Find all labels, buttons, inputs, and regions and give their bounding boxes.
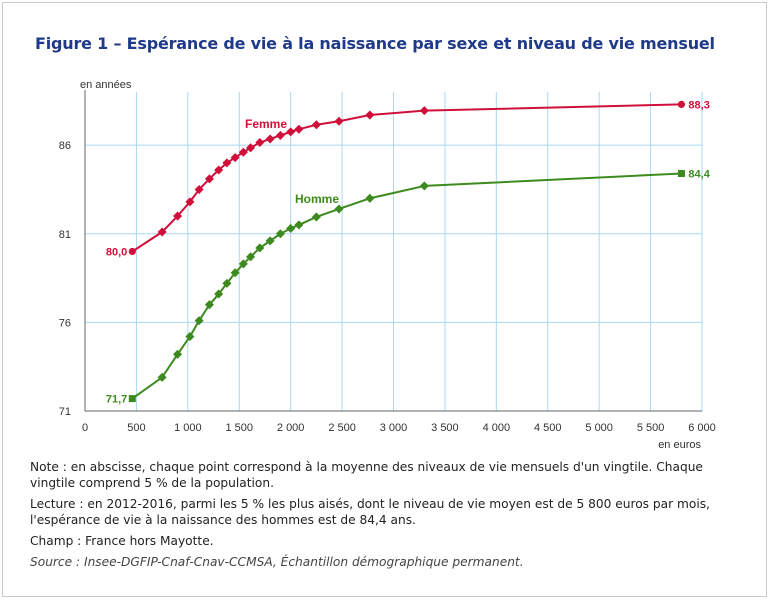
x-tick-label: 2 500: [328, 422, 356, 434]
data-point-homme: [334, 204, 344, 214]
data-point-femme: [238, 147, 248, 157]
x-tick-label: 5 000: [585, 422, 613, 434]
series-name-label: Femme: [245, 117, 287, 131]
data-point-homme: [294, 220, 304, 230]
data-point-femme: [311, 120, 321, 130]
data-point-homme: [677, 170, 685, 178]
x-tick-label: 3 500: [431, 422, 459, 434]
x-tick-label: 3 000: [380, 422, 408, 434]
data-point-homme: [222, 278, 232, 288]
x-tick-label: 1 500: [225, 422, 253, 434]
x-tick-label: 500: [127, 422, 145, 434]
data-point-homme: [311, 212, 321, 222]
data-point-femme: [419, 106, 429, 116]
lecture-text: Lecture : en 2012-2016, parmi les 5 % le…: [30, 497, 710, 527]
data-point-femme: [246, 143, 256, 153]
x-tick-label: 4 000: [483, 422, 511, 434]
data-point-femme: [157, 227, 167, 237]
series-name-label: Homme: [295, 192, 339, 206]
data-point-homme: [204, 300, 214, 310]
data-point-homme: [173, 349, 183, 359]
x-tick-label: 4 500: [534, 422, 562, 434]
y-tick-label: 81: [59, 229, 71, 241]
data-point-femme: [173, 211, 183, 221]
data-point-homme: [157, 372, 167, 382]
x-tick-label: 5 500: [637, 422, 665, 434]
data-point-femme: [128, 247, 136, 256]
data-point-femme: [204, 174, 214, 184]
champ-text: Champ : France hors Mayotte.: [30, 534, 214, 548]
data-point-femme: [275, 130, 285, 140]
data-point-femme: [334, 116, 344, 126]
start-value-label: 71,7: [106, 394, 127, 406]
data-point-femme: [265, 134, 275, 144]
x-tick-label: 0: [82, 422, 88, 434]
data-point-homme: [365, 193, 375, 203]
x-axis-unit-label: en euros: [658, 439, 701, 451]
y-axis-unit-label: en années: [80, 79, 132, 91]
data-point-homme: [214, 289, 224, 299]
y-tick-label: 86: [59, 140, 71, 152]
x-tick-label: 2 000: [277, 422, 305, 434]
data-point-femme: [294, 124, 304, 134]
y-tick-label: 71: [59, 406, 71, 418]
figure-notes: Note : en abscisse, chaque point corresp…: [30, 459, 742, 575]
data-point-femme: [365, 110, 375, 120]
end-value-label: 84,4: [688, 169, 710, 181]
note-text: Note : en abscisse, chaque point corresp…: [30, 460, 703, 490]
data-point-homme: [128, 395, 136, 403]
data-point-femme: [222, 158, 232, 168]
data-point-femme: [255, 137, 265, 148]
data-point-homme: [238, 259, 248, 269]
figure-title: Figure 1 – Espérance de vie à la naissan…: [35, 34, 715, 53]
data-point-femme: [185, 197, 195, 207]
x-tick-label: 1 000: [174, 422, 202, 434]
x-tick-label: 6 000: [688, 422, 716, 434]
data-point-homme: [194, 316, 204, 326]
data-point-femme: [677, 100, 686, 109]
start-value-label: 80,0: [106, 247, 127, 259]
data-point-homme: [419, 181, 429, 191]
data-point-homme: [185, 332, 195, 342]
data-point-homme: [246, 252, 256, 262]
end-value-label: 88,3: [688, 99, 709, 111]
data-point-femme: [286, 127, 296, 137]
y-tick-label: 76: [59, 317, 71, 329]
data-point-homme: [286, 223, 296, 233]
source-text: Source : Insee-DGFIP-Cnaf-Cnav-CCMSA, Éc…: [30, 555, 524, 569]
